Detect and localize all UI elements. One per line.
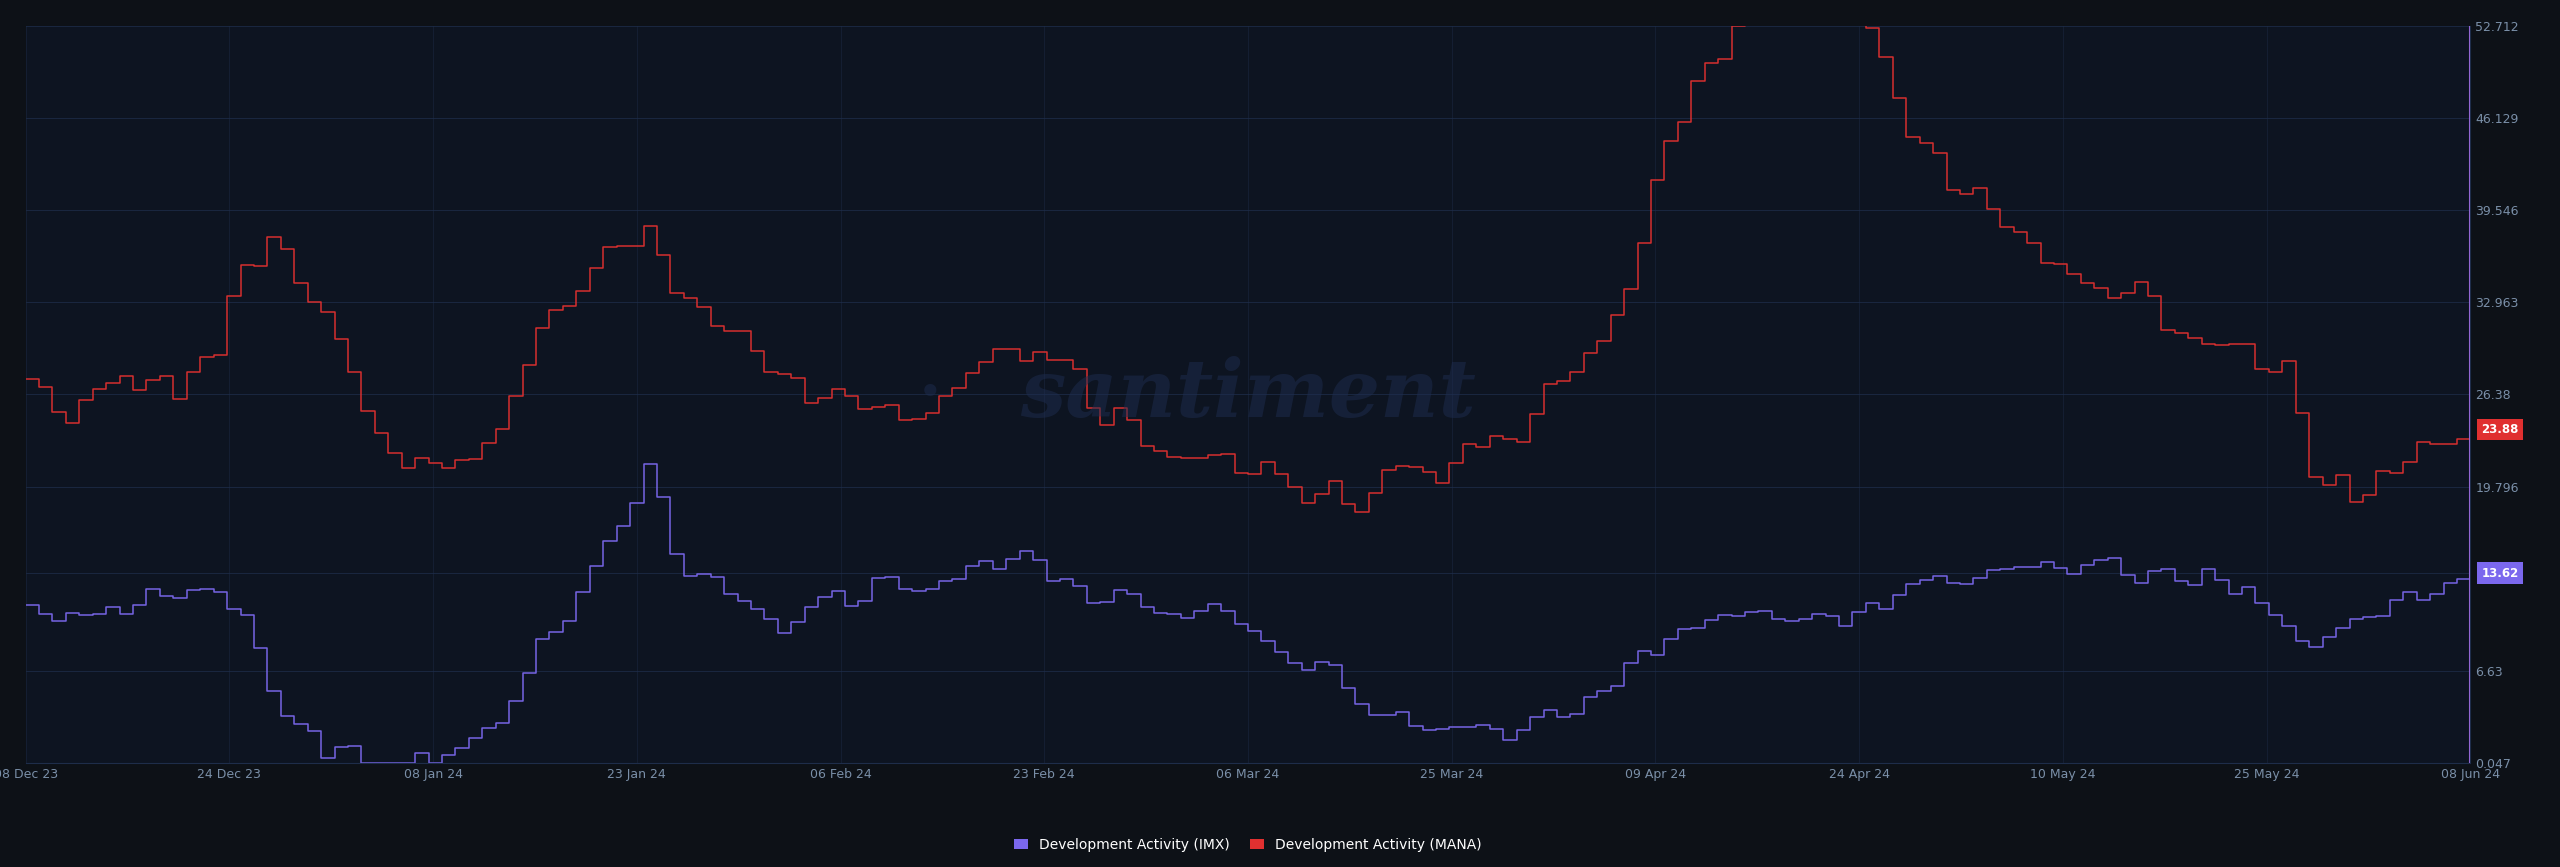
Text: 23.88: 23.88 [2481, 423, 2519, 436]
Text: santiment: santiment [1019, 355, 1477, 434]
Text: •: • [919, 374, 942, 415]
Text: 13.62: 13.62 [2481, 566, 2519, 579]
Legend: Development Activity (IMX), Development Activity (MANA): Development Activity (IMX), Development … [1014, 838, 1482, 851]
